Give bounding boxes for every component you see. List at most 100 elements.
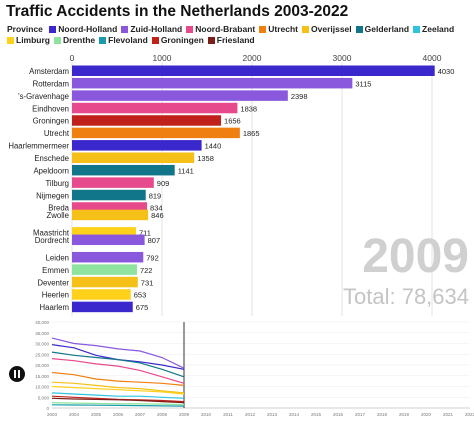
legend-item: Gelderland xyxy=(355,24,410,35)
y-tick-label: 25,000 xyxy=(35,352,49,357)
value-label: 4030 xyxy=(438,67,455,76)
chart-title: Traffic Accidents in the Netherlands 200… xyxy=(6,3,349,20)
pause-icon xyxy=(14,370,16,378)
x-tick-label: 2005 xyxy=(91,412,102,417)
legend-label: Utrecht xyxy=(268,24,298,34)
legend-item: Overijssel xyxy=(302,24,352,35)
bar-chart: 0 1000 2000 3000 4000 Amsterdam 4030 Rotterdam 3… xyxy=(8,53,455,317)
legend-swatch xyxy=(207,36,215,44)
x-tick-label: 2000 xyxy=(243,53,262,63)
legend-swatch xyxy=(355,25,363,33)
legend-item: Zuid-Holland xyxy=(121,24,182,35)
pause-button[interactable] xyxy=(9,366,25,382)
bar xyxy=(72,276,138,288)
value-label: 819 xyxy=(149,191,162,200)
bar xyxy=(72,289,131,300)
value-label: 1141 xyxy=(178,166,194,175)
value-label: 731 xyxy=(141,278,154,287)
value-label: 834 xyxy=(150,204,163,213)
series-line xyxy=(51,397,185,404)
series-line xyxy=(51,337,185,369)
legend-item: Noord-Holland xyxy=(49,24,117,35)
category-label: Nijmegen xyxy=(36,191,69,200)
category-label: Apeldoorn xyxy=(33,166,69,175)
bar xyxy=(72,90,288,101)
category-label: Haarlemmermeer xyxy=(8,142,69,151)
value-label: 2398 xyxy=(291,92,308,101)
series-line xyxy=(51,381,185,394)
category-label: Maastricht xyxy=(33,229,70,238)
bar xyxy=(72,227,136,238)
y-tick-label: 40,000 xyxy=(35,320,49,325)
legend-label: Noord-Holland xyxy=(58,24,118,34)
legend-label: Overijssel xyxy=(311,24,352,34)
category-label: Leiden xyxy=(46,253,69,262)
category-label: Dordrecht xyxy=(35,236,70,245)
category-label: Heerlen xyxy=(42,291,69,300)
x-tick-label: 2013 xyxy=(267,412,278,417)
bar xyxy=(72,202,148,213)
category-label: Emmen xyxy=(42,266,69,275)
x-tick-label: 2016 xyxy=(333,412,344,417)
legend-swatch xyxy=(302,25,309,33)
legend-label: Zuid-Holland xyxy=(130,24,183,34)
value-label: 909 xyxy=(157,179,170,188)
value-label: 675 xyxy=(136,303,149,312)
category-label: Haarlem xyxy=(40,303,69,312)
value-label: 846 xyxy=(151,211,164,220)
y-tick-label: 15,000 xyxy=(35,374,49,379)
category-label: Deventer xyxy=(37,278,69,287)
category-label: Rotterdam xyxy=(33,79,69,88)
y-tick-label: 0 xyxy=(46,406,49,411)
legend-item: Friesland xyxy=(207,35,255,46)
y-tick-label: 30,000 xyxy=(35,342,49,347)
x-tick-label: 2004 xyxy=(69,412,80,417)
legend-swatch xyxy=(54,36,61,44)
legend-title: Province xyxy=(7,24,43,34)
value-label: 792 xyxy=(146,253,159,262)
category-label: Amsterdam xyxy=(29,67,69,76)
category-label: Utrecht xyxy=(44,129,70,138)
value-label: 653 xyxy=(134,291,147,300)
value-label: 807 xyxy=(148,236,161,245)
x-tick-label: 2007 xyxy=(135,412,146,417)
x-tick-label: 2018 xyxy=(377,412,388,417)
series-line xyxy=(51,344,185,370)
year-label: 2009 xyxy=(362,230,469,283)
category-label: Breda xyxy=(48,204,69,213)
bar xyxy=(72,102,238,114)
x-tick-label: 2010 xyxy=(201,412,212,417)
bar xyxy=(72,189,146,201)
bar xyxy=(72,264,137,275)
x-tick-label: 2019 xyxy=(399,412,410,417)
value-label: 3115 xyxy=(355,79,371,88)
total-label: Total: 78,634 xyxy=(343,284,469,309)
category-label: Enschede xyxy=(34,154,69,163)
legend-items: Noord-Holland Zuid-Holland Noord-Brabant Ut… xyxy=(7,24,458,45)
series-line xyxy=(51,371,185,386)
x-tick-label: 2017 xyxy=(355,412,366,417)
legend-label: Zeeland xyxy=(422,24,455,34)
category-label: Tilburg xyxy=(45,179,69,188)
legend-swatch xyxy=(413,25,421,33)
series-line xyxy=(51,404,185,407)
series-line xyxy=(51,402,185,406)
y-tick-label: 35,000 xyxy=(35,331,49,336)
series-line xyxy=(51,392,185,399)
bar xyxy=(72,127,240,139)
bar xyxy=(72,177,154,188)
x-tick-label: 1000 xyxy=(153,53,172,63)
value-label: 722 xyxy=(140,266,153,275)
legend-item: Limburg xyxy=(7,35,50,46)
x-tick-label: 4000 xyxy=(423,53,442,63)
bar xyxy=(72,65,435,76)
bar xyxy=(72,301,133,313)
x-tick-label: 2022 xyxy=(465,412,474,417)
x-tick-label: 2011 xyxy=(223,412,233,417)
legend-label: Gelderland xyxy=(364,24,410,34)
bar xyxy=(72,164,175,176)
value-label: 1440 xyxy=(205,142,222,151)
legend-swatch xyxy=(7,36,14,44)
legend-label: Flevoland xyxy=(108,35,148,45)
legend-label: Noord-Brabant xyxy=(195,24,256,34)
